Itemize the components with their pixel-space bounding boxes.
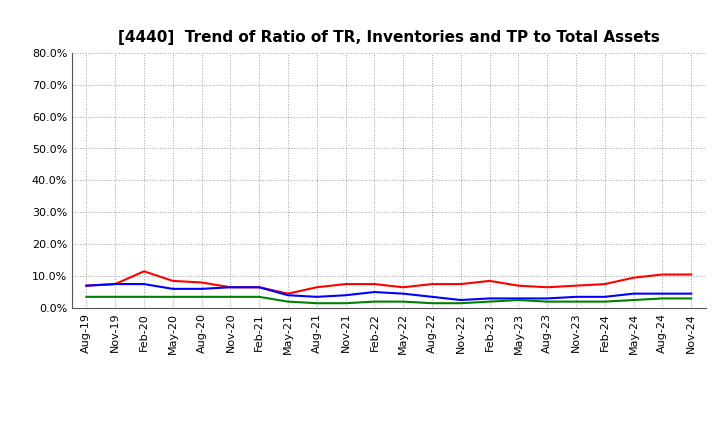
Trade Payables [197,294,206,300]
Trade Receivables [140,269,148,274]
Inventories [341,293,350,298]
Inventories [514,296,523,301]
Trade Payables [629,297,638,303]
Trade Receivables [226,285,235,290]
Trade Payables [658,296,667,301]
Inventories [485,296,494,301]
Trade Payables [399,299,408,304]
Trade Receivables [485,278,494,283]
Trade Payables [168,294,177,300]
Inventories [600,294,609,300]
Trade Payables [341,301,350,306]
Inventories [399,291,408,296]
Inventories [629,291,638,296]
Inventories [543,296,552,301]
Trade Payables [428,301,436,306]
Inventories [111,282,120,287]
Line: Inventories: Inventories [86,284,691,300]
Line: Trade Payables: Trade Payables [86,297,691,303]
Inventories [140,282,148,287]
Trade Payables [370,299,379,304]
Trade Receivables [168,278,177,283]
Trade Receivables [543,285,552,290]
Trade Receivables [572,283,580,288]
Trade Receivables [514,283,523,288]
Trade Receivables [399,285,408,290]
Inventories [255,285,264,290]
Inventories [82,283,91,288]
Trade Receivables [456,282,465,287]
Trade Receivables [82,283,91,288]
Trade Payables [226,294,235,300]
Title: [4440]  Trend of Ratio of TR, Inventories and TP to Total Assets: [4440] Trend of Ratio of TR, Inventories… [118,29,660,45]
Inventories [456,297,465,303]
Trade Payables [284,299,292,304]
Trade Receivables [658,272,667,277]
Line: Trade Receivables: Trade Receivables [86,271,691,293]
Trade Receivables [428,282,436,287]
Trade Receivables [255,285,264,290]
Trade Payables [514,297,523,303]
Inventories [168,286,177,291]
Inventories [284,293,292,298]
Inventories [658,291,667,296]
Trade Receivables [370,282,379,287]
Trade Receivables [600,282,609,287]
Inventories [312,294,321,300]
Inventories [197,286,206,291]
Inventories [687,291,696,296]
Trade Receivables [629,275,638,280]
Trade Receivables [312,285,321,290]
Trade Payables [485,299,494,304]
Trade Payables [140,294,148,300]
Inventories [370,290,379,295]
Trade Payables [687,296,696,301]
Trade Receivables [341,282,350,287]
Trade Payables [111,294,120,300]
Trade Payables [600,299,609,304]
Trade Receivables [197,280,206,285]
Trade Payables [543,299,552,304]
Inventories [572,294,580,300]
Trade Payables [456,301,465,306]
Inventories [428,294,436,300]
Trade Payables [572,299,580,304]
Trade Payables [255,294,264,300]
Inventories [226,285,235,290]
Trade Payables [312,301,321,306]
Trade Receivables [284,291,292,296]
Trade Receivables [111,282,120,287]
Trade Payables [82,294,91,300]
Trade Receivables [687,272,696,277]
